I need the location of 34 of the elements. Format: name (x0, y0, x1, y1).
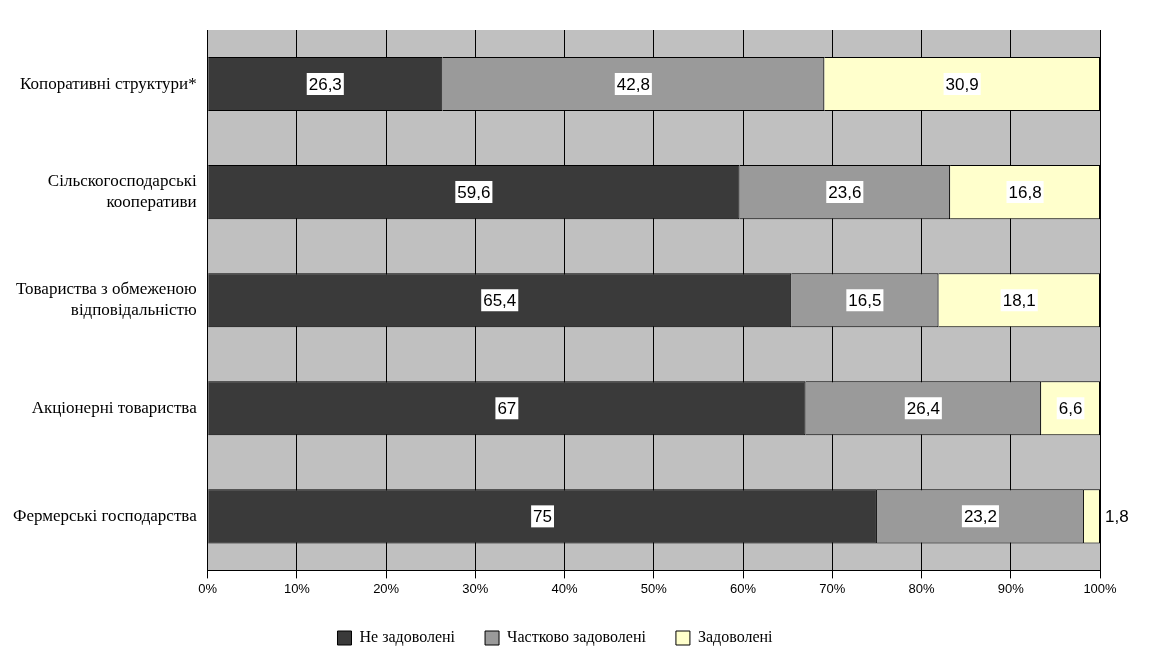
data-label: 23,2 (963, 507, 997, 527)
data-label: 1,8 (1105, 507, 1129, 527)
data-label: 18,1 (1002, 290, 1036, 310)
data-label: 75 (533, 507, 553, 527)
x-tick-label: 10% (283, 580, 311, 596)
x-tick-label: 70% (819, 580, 846, 596)
data-label: 59,6 (457, 182, 491, 202)
data-label: 26,3 (308, 74, 342, 94)
legend-label: Частково задоволені (507, 628, 647, 647)
data-label: 16,8 (1008, 182, 1042, 202)
y-tick-label: Сільскогосподарські кооперативи (47, 171, 197, 211)
data-label: 6,6 (1058, 398, 1083, 418)
x-tick-label: 60% (730, 580, 757, 596)
data-label: 26,4 (906, 398, 940, 418)
legend-label: Задоволені (697, 628, 774, 647)
x-tick-label: 20% (373, 580, 400, 596)
x-tick-label: 90% (997, 580, 1025, 596)
data-label: 16,5 (848, 290, 882, 310)
x-tick-label: 100% (1083, 580, 1118, 596)
x-tick-label: 80% (908, 580, 935, 596)
x-tick-label: 50% (640, 580, 668, 596)
y-tick-label: Акціонерні товариства (31, 397, 198, 417)
legend-label: Не задоволені (359, 628, 456, 647)
y-tick-label: Товариства з обмеженою відповідальністю (15, 279, 197, 319)
data-label: 67 (497, 398, 517, 418)
y-tick-label: Фермерські господарства (12, 505, 198, 525)
x-tick-label: 40% (551, 580, 579, 596)
y-tick-label: Копоративні структури* (20, 73, 197, 93)
data-label: 65,4 (483, 290, 517, 310)
x-tick-label: 0% (198, 580, 218, 596)
data-label: 30,9 (945, 74, 979, 94)
data-label: 23,6 (828, 182, 862, 202)
data-label: 42,8 (616, 74, 650, 94)
x-tick-label: 30% (462, 580, 489, 596)
